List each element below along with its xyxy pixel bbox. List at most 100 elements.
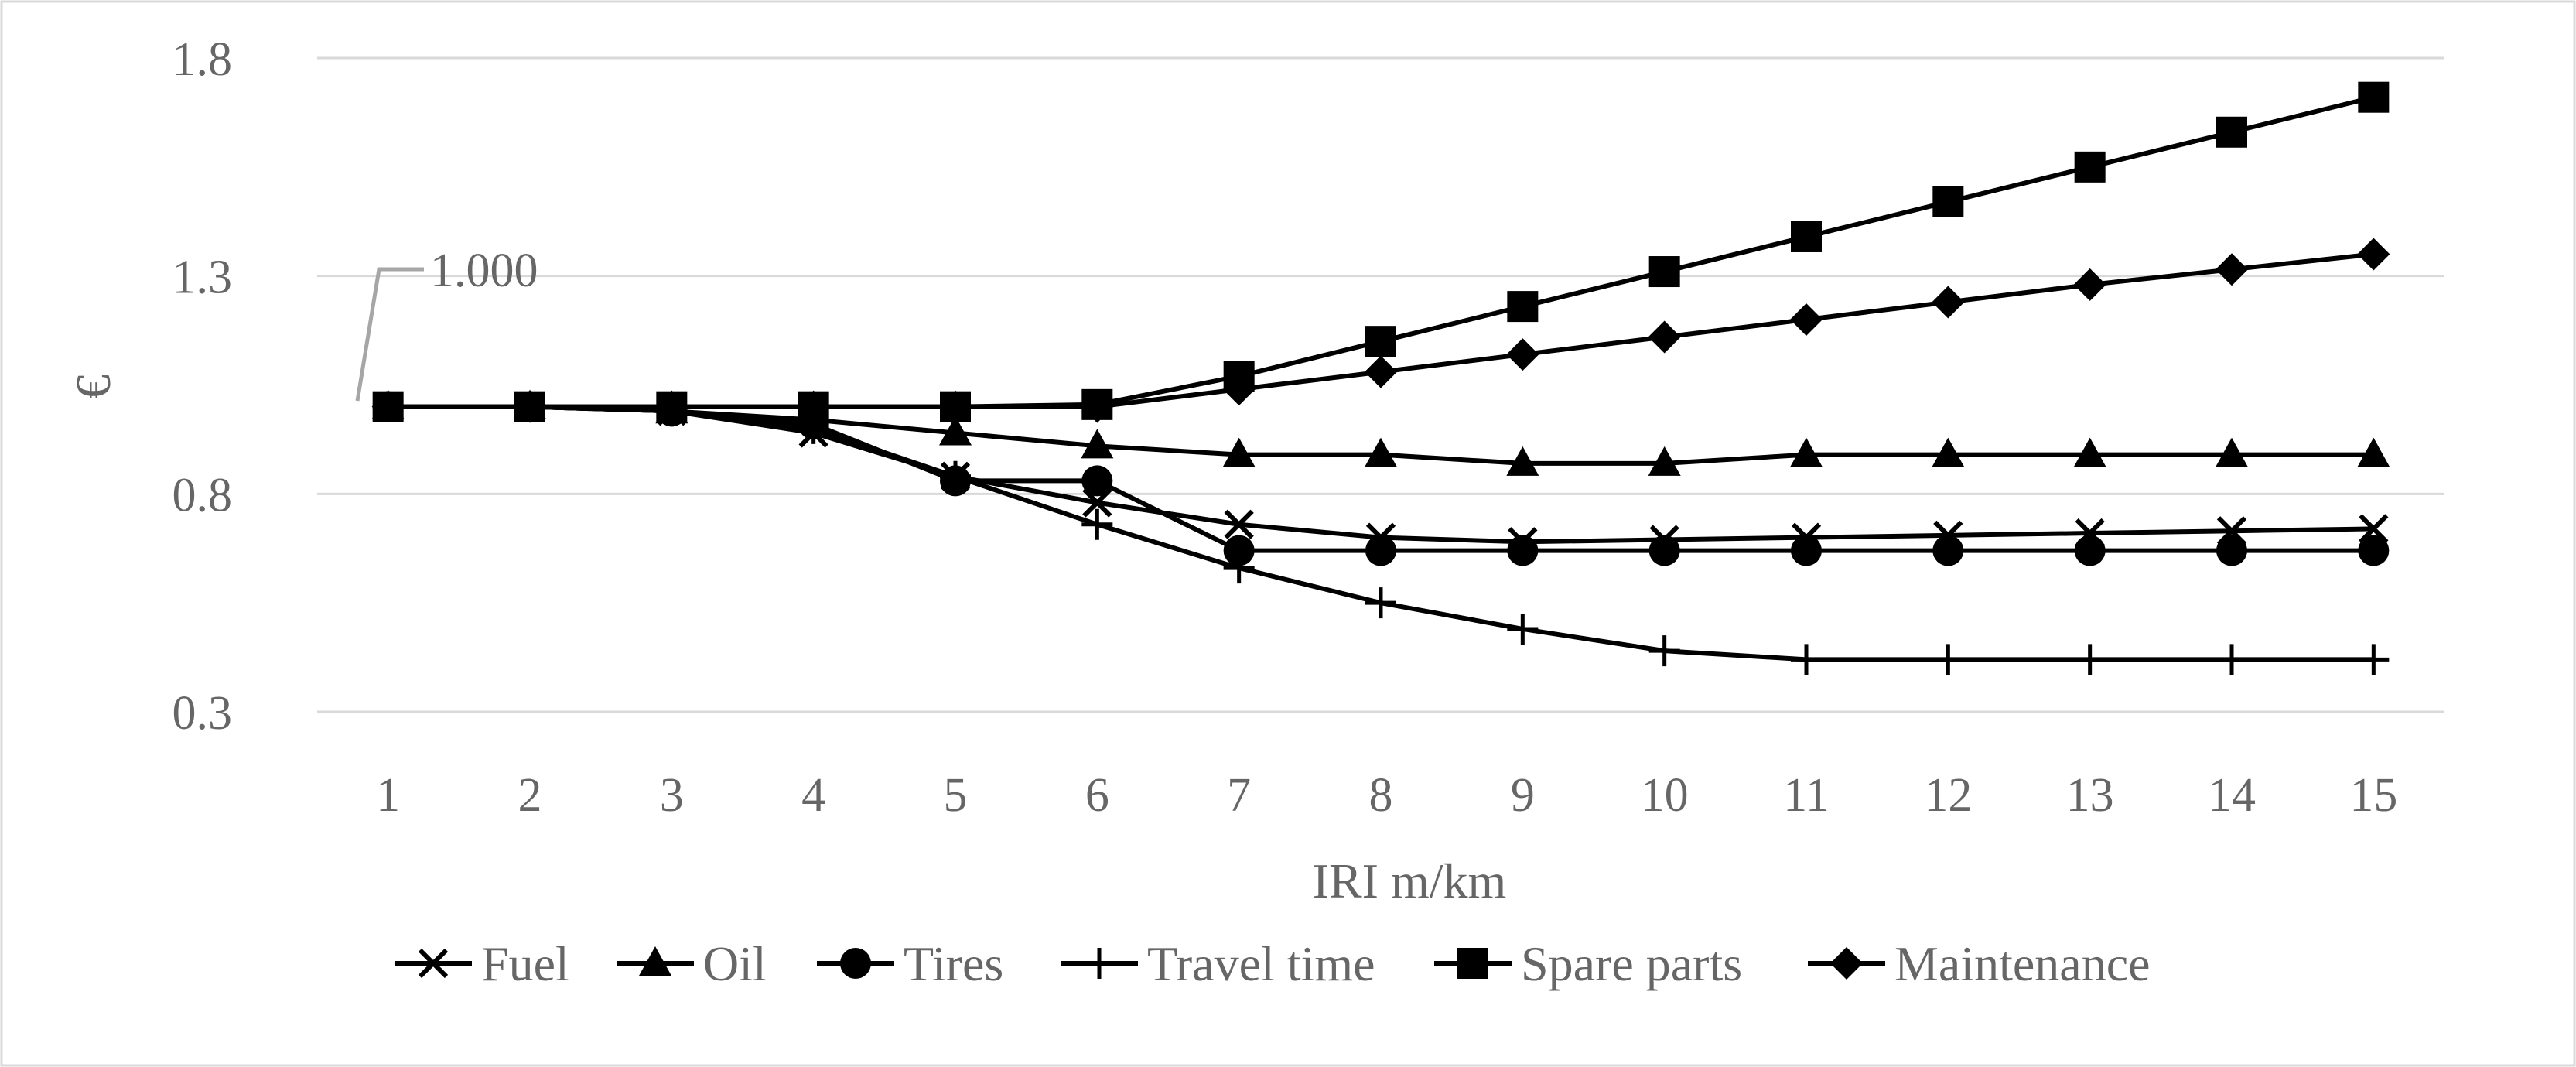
point-maintenance-2 — [514, 390, 546, 423]
legend-item-oil: Oil — [617, 936, 767, 991]
legend-label: Oil — [703, 936, 767, 991]
callout-leader-line — [355, 267, 424, 402]
point-tires-6 — [1081, 465, 1113, 497]
legend-label: Spare parts — [1521, 936, 1742, 991]
y-tick-label: 1.8 — [173, 33, 233, 86]
legend-item-fuel: Fuel — [395, 936, 569, 991]
point-travel-time-11 — [1791, 644, 1822, 675]
x-tick-label: 2 — [518, 769, 542, 822]
point-tires-8 — [1365, 535, 1396, 566]
x-tick-label: 10 — [1641, 769, 1689, 822]
point-oil-10 — [1648, 446, 1681, 476]
point-oil-14 — [2216, 437, 2248, 467]
point-maintenance-9 — [1506, 338, 1539, 371]
point-maintenance-1 — [371, 390, 405, 423]
x-tick-label: 15 — [2349, 769, 2397, 822]
point-travel-time-6 — [1081, 508, 1113, 540]
point-maintenance-7 — [1222, 373, 1256, 406]
legend-x-icon — [418, 948, 449, 979]
legend-label: Tires — [904, 936, 1003, 991]
callout-label: 1.000 — [430, 245, 538, 297]
legend-triangle-icon — [639, 946, 671, 976]
legend-label: Fuel — [481, 936, 569, 991]
point-oil-12 — [1932, 437, 1965, 467]
x-tick-label: 1 — [376, 769, 400, 822]
point-maintenance-14 — [2216, 253, 2248, 286]
point-oil-13 — [2073, 437, 2106, 467]
point-travel-time-13 — [2074, 644, 2106, 675]
legend-circle-icon — [840, 948, 871, 979]
point-fuel-7 — [1224, 509, 1254, 539]
point-tires-7 — [1223, 535, 1255, 566]
point-travel-time-8 — [1365, 587, 1396, 619]
legend-plus-icon — [1084, 948, 1115, 979]
point-spare-parts-11 — [1791, 221, 1822, 252]
point-oil-6 — [1081, 429, 1114, 459]
point-travel-time-10 — [1648, 635, 1680, 667]
x-axis-title: IRI m/km — [1313, 853, 1507, 908]
x-tick-label: 3 — [660, 769, 684, 822]
legend-diamond-icon — [1830, 947, 1863, 980]
series-maintenance — [371, 238, 2390, 423]
point-tires-10 — [1648, 535, 1680, 566]
point-maintenance-10 — [1648, 320, 1681, 354]
legend-item-spare-parts: Spare parts — [1434, 936, 1742, 991]
point-tires-9 — [1507, 535, 1539, 566]
point-maintenance-3 — [655, 390, 688, 423]
x-tick-label: 8 — [1369, 769, 1393, 822]
point-travel-time-14 — [2216, 644, 2247, 675]
point-tires-14 — [2216, 535, 2247, 566]
legend-item-travel-time: Travel time — [1061, 936, 1375, 991]
point-maintenance-6 — [1081, 390, 1114, 423]
point-spare-parts-14 — [2216, 116, 2247, 148]
point-tires-12 — [1932, 535, 1964, 566]
legend-label: Travel time — [1147, 936, 1375, 991]
point-spare-parts-15 — [2358, 81, 2390, 113]
point-oil-15 — [2357, 437, 2390, 467]
point-maintenance-12 — [1932, 286, 1965, 319]
x-tick-label: 9 — [1511, 769, 1535, 822]
x-tick-label: 6 — [1085, 769, 1109, 822]
point-fuel-15 — [2359, 514, 2389, 544]
point-travel-time-12 — [1932, 644, 1964, 675]
x-tick-label: 7 — [1227, 769, 1251, 822]
point-oil-7 — [1222, 437, 1256, 467]
point-tires-15 — [2358, 535, 2390, 566]
x-tick-label: 13 — [2066, 769, 2114, 822]
x-tick-label: 4 — [801, 769, 825, 822]
point-travel-time-7 — [1223, 552, 1255, 584]
legend-item-maintenance: Maintenance — [1808, 936, 2151, 991]
point-travel-time-5 — [940, 460, 971, 492]
legend-label: Maintenance — [1894, 936, 2151, 991]
x-axis-ticks: 1 2 3 4 5 6 7 8 9 10 11 12 13 14 15 — [376, 769, 2397, 822]
legend-item-tires: Tires — [817, 936, 1003, 991]
point-tires-13 — [2074, 535, 2106, 566]
point-maintenance-5 — [939, 390, 972, 423]
point-travel-time-15 — [2358, 644, 2390, 675]
point-tires-11 — [1791, 535, 1822, 566]
x-tick-label: 14 — [2208, 769, 2256, 822]
legend-square-icon — [1457, 948, 1488, 979]
point-maintenance-4 — [797, 390, 830, 423]
legend: Fuel Oil Tires Travel time Spare parts Mainte… — [395, 936, 2151, 991]
y-tick-label: 0.8 — [173, 469, 233, 522]
x-tick-label: 5 — [944, 769, 968, 822]
x-tick-label: 12 — [1924, 769, 1972, 822]
point-spare-parts-13 — [2074, 151, 2106, 183]
point-spare-parts-8 — [1365, 326, 1396, 357]
point-oil-11 — [1790, 437, 1823, 467]
point-maintenance-13 — [2073, 268, 2106, 301]
x-tick-label: 11 — [1783, 769, 1830, 822]
point-oil-9 — [1506, 446, 1539, 476]
point-maintenance-15 — [2357, 238, 2390, 271]
point-travel-time-9 — [1507, 613, 1539, 645]
y-axis-title: € — [66, 374, 121, 399]
y-tick-label: 1.3 — [173, 251, 233, 304]
point-oil-5 — [939, 416, 972, 446]
point-oil-8 — [1365, 437, 1397, 467]
data-callout: 1.000 — [355, 245, 538, 402]
point-spare-parts-12 — [1932, 186, 1964, 217]
point-maintenance-8 — [1365, 355, 1397, 388]
